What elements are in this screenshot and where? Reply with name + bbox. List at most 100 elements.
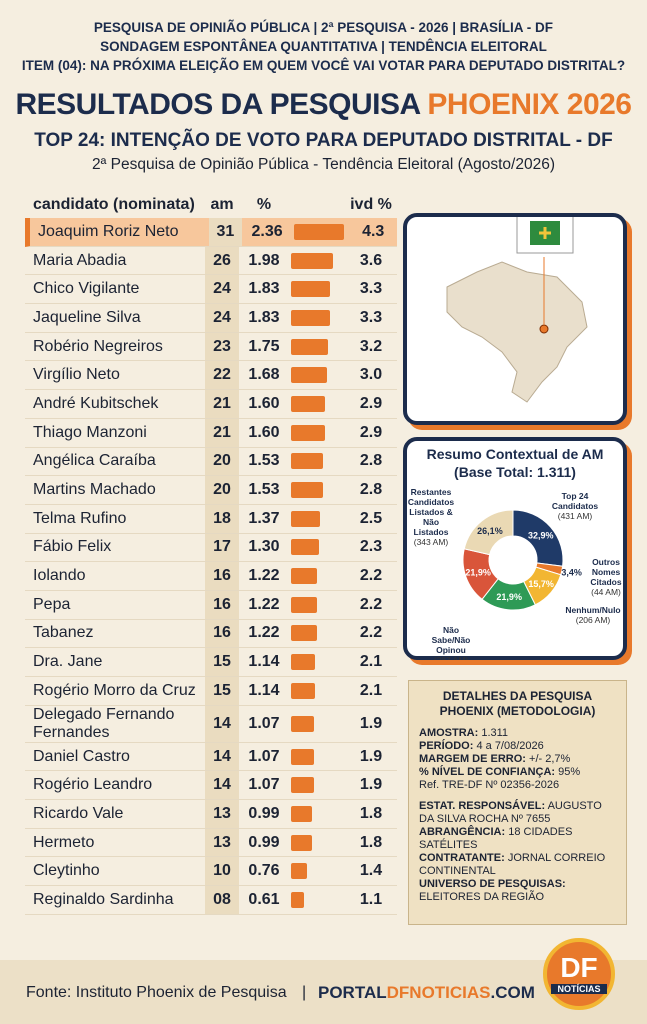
- bar-cell: [289, 539, 347, 556]
- summary-card: [403, 437, 627, 660]
- percent-value: 1.37: [248, 509, 280, 527]
- ivd-value: 1.8: [359, 833, 383, 851]
- table-row: André Kubitschek 21 1.60 2.9: [25, 390, 397, 419]
- candidate-name: Pepa: [33, 595, 71, 613]
- segment-label-line: Outros: [592, 557, 620, 567]
- ivd-value: 1.8: [359, 804, 383, 822]
- candidate-name: Reginaldo Sardinha: [33, 890, 174, 908]
- details-item: % NÍVEL DE CONFIANÇA: 95%: [419, 766, 616, 779]
- bar-cell: [289, 805, 347, 822]
- details-value: Ref. TRE-DF Nº 02356-2026: [419, 779, 560, 791]
- am-value: 31: [208, 218, 243, 246]
- bar-cell: [292, 223, 350, 240]
- details-value: 18 CIDADES SATÉLITES: [419, 826, 573, 851]
- bar-cell: [289, 309, 347, 326]
- details-item: AMOSTRA: 1.311: [419, 727, 616, 740]
- percent-bar: [291, 682, 316, 699]
- details-value: ELEITORES DA REGIÃO: [419, 891, 545, 903]
- segment-label-line: Não: [443, 625, 459, 635]
- segment-value: 15,7%: [528, 579, 554, 589]
- bar-cell: [289, 424, 347, 441]
- percent-bar: [291, 252, 333, 269]
- am-value: 20: [205, 447, 239, 476]
- details-item: Ref. TRE-DF Nº 02356-2026: [419, 779, 616, 792]
- candidate-name: Joaquim Roriz Neto: [38, 222, 179, 240]
- bar-cell: [289, 395, 347, 412]
- table-row: Robério Negreiros 23 1.75 3.2: [25, 332, 397, 362]
- percent-bar: [291, 281, 330, 298]
- table-row: Daniel Castro 14 1.07 1.9: [25, 742, 397, 772]
- candidate-name: André Kubitschek: [33, 394, 159, 412]
- details-group: AMOSTRA: 1.311 PERÍODO: 4 a 7/08/2026 MARG…: [419, 727, 616, 792]
- title-text: RESULTADOS DA PESQUISA: [15, 88, 421, 121]
- percent-bar: [291, 482, 324, 499]
- details-item: ESTAT. RESPONSÁVEL: AUGUSTO DA SILVA ROC…: [419, 800, 616, 826]
- candidate-name: Tabanez: [33, 624, 94, 642]
- segment-value: 21,9%: [465, 567, 491, 577]
- footer: Fonte: Instituto Phoenix de Pesquisa | P…: [0, 938, 647, 1024]
- candidate-name: Martins Machado: [33, 481, 156, 499]
- percent-value: 1.22: [248, 624, 280, 642]
- am-value: 21: [205, 390, 239, 418]
- percent-bar: [291, 309, 330, 326]
- am-value: 17: [205, 533, 239, 562]
- header-line: ITEM (04): NA PRÓXIMA ELEIÇÃO EM QUEM VO…: [21, 58, 626, 73]
- table-row: Jaqueline Silva 24 1.83 3.3: [25, 304, 397, 333]
- logo-b: NOTÍCIAS: [551, 984, 607, 994]
- ivd-value: 2.5: [359, 509, 383, 527]
- am-value: 18: [205, 504, 239, 533]
- percent-value: 1.98: [248, 251, 280, 269]
- column-header: %: [256, 196, 272, 213]
- candidate-name: Cleytinho: [33, 862, 100, 880]
- percent-bar: [291, 424, 325, 441]
- percent-value: 1.22: [248, 595, 280, 613]
- percent-bar: [291, 338, 329, 355]
- percent-bar: [291, 453, 324, 470]
- ivd-value: 2.9: [359, 423, 383, 441]
- am-value: 16: [205, 619, 239, 648]
- segment-label-line: Restantes: [411, 487, 452, 497]
- percent-value: 1.14: [248, 681, 280, 699]
- details-label: CONTRATANTE:: [419, 852, 505, 864]
- bar-cell: [289, 682, 347, 699]
- bar-cell: [289, 891, 347, 908]
- am-value: 24: [205, 304, 239, 332]
- logo: DF NOTÍCIAS: [543, 938, 615, 1010]
- details-item: MARGEM DE ERRO: +/- 2,7%: [419, 753, 616, 766]
- title: RESULTADOS DA PESQUISA PHOENIX 2026: [0, 88, 647, 122]
- bar-cell: [289, 654, 347, 671]
- segment-count: (44 AM): [591, 587, 621, 597]
- am-value: 20: [205, 476, 239, 504]
- percent-bar: [291, 777, 314, 794]
- ivd-value: 2.8: [359, 452, 383, 470]
- bar-cell: [289, 863, 347, 880]
- details-value: 1.311: [481, 727, 509, 739]
- column-header: am: [210, 196, 234, 213]
- candidate-name: Fábio Felix: [33, 538, 112, 556]
- header-line: SONDAGEM ESPONTÂNEA QUANTITATIVA | TENDÊ…: [100, 39, 547, 54]
- segment-count: (287 AM): [434, 655, 469, 660]
- site-b: DFNOTICIAS: [386, 983, 491, 1002]
- flag-cross: [539, 227, 551, 239]
- table-row: Chico Vigilante 24 1.83 3.3: [25, 275, 397, 305]
- ivd-value: 4.3: [362, 222, 385, 240]
- ivd-value: 1.9: [359, 776, 383, 794]
- details-value: JORNAL CORREIO CONTINENTAL: [419, 852, 606, 877]
- details-value: +/- 2,7%: [529, 753, 571, 765]
- ivd-value: 2.8: [359, 481, 383, 499]
- table-row: Telma Rufino 18 1.37 2.5: [25, 504, 397, 534]
- column-header: candidato (nominata): [33, 196, 195, 213]
- segment-label: Top 24 Candidatos: [552, 491, 599, 511]
- percent-bar: [291, 748, 314, 765]
- candidate-name: Delegado Fernando Fernandes: [33, 705, 175, 741]
- am-value: 26: [205, 246, 239, 275]
- percent-value: 1.75: [248, 337, 280, 355]
- percent-value: 1.53: [248, 481, 280, 499]
- details-value: AUGUSTO DA SILVA ROCHA Nº 7655: [419, 800, 602, 825]
- details-label: % NÍVEL DE CONFIANÇA:: [419, 766, 556, 778]
- map-marker: [539, 324, 549, 334]
- table-row: Hermeto 13 0.99 1.8: [25, 828, 397, 858]
- segment-label-line: Nomes: [592, 567, 621, 577]
- table-row: Joaquim Roriz Neto 31 2.36 4.3: [25, 218, 397, 247]
- bar-cell: [289, 510, 347, 527]
